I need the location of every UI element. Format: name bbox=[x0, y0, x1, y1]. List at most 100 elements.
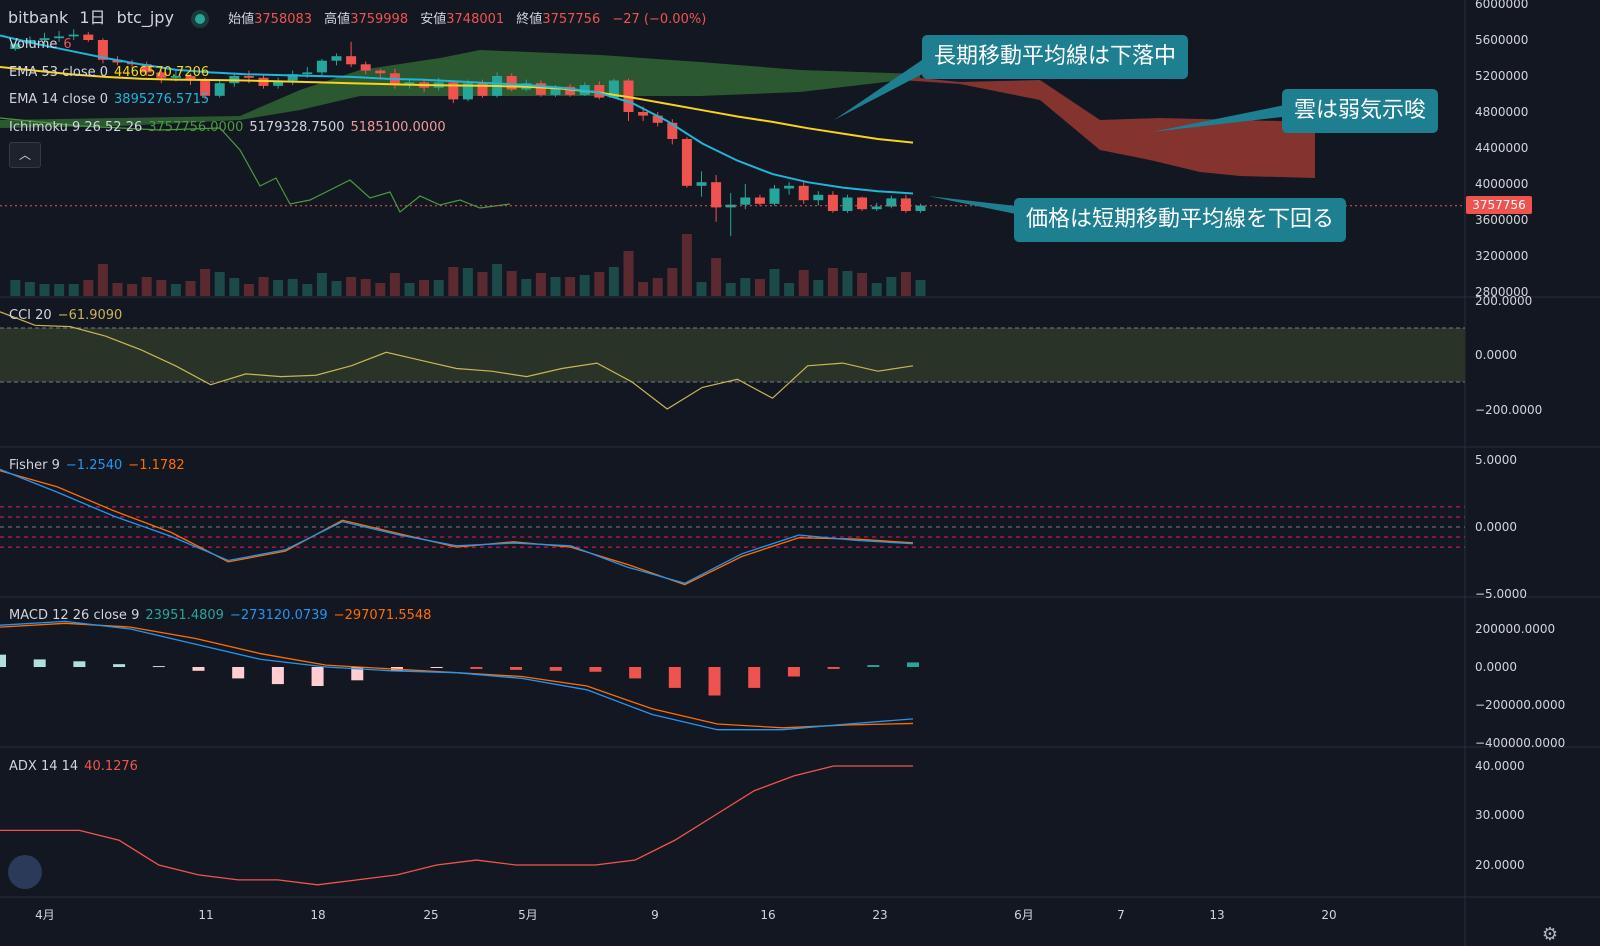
volume-bar bbox=[681, 234, 692, 296]
candle-body bbox=[638, 112, 649, 116]
candle-body bbox=[185, 76, 196, 81]
candle-body bbox=[170, 76, 181, 78]
price-tick-label: 3600000 bbox=[1475, 213, 1528, 227]
volume-bar bbox=[302, 284, 313, 296]
volume-bar bbox=[798, 270, 809, 296]
ema53-label: EMA 53 close 0 bbox=[9, 65, 109, 80]
volume-bar bbox=[243, 284, 254, 296]
ichimoku-legend[interactable]: Ichimoku 9 26 52 26 3757756.0000 5179328.7… bbox=[9, 120, 446, 135]
candle-body bbox=[10, 43, 21, 49]
time-tick-label: 13 bbox=[1209, 908, 1224, 922]
ichimoku-v2: 5179328.7500 bbox=[249, 120, 345, 135]
macd-histogram-bar bbox=[867, 665, 880, 667]
symbol-label[interactable]: btc_jpy bbox=[116, 8, 174, 27]
volume-bar bbox=[68, 284, 79, 296]
candle-body bbox=[886, 198, 897, 207]
time-tick-label: 25 bbox=[423, 908, 438, 922]
candle-body bbox=[448, 82, 459, 100]
price-tick-label: 5200000 bbox=[1475, 69, 1528, 83]
volume-bar bbox=[813, 280, 824, 296]
candle-body bbox=[565, 86, 576, 95]
volume-bar bbox=[10, 280, 21, 296]
volume-bar bbox=[185, 281, 196, 296]
close-label: 終値 bbox=[516, 12, 543, 27]
time-tick-label: 16 bbox=[760, 908, 775, 922]
price-tick-label: 4000000 bbox=[1475, 177, 1528, 191]
ema53-legend[interactable]: EMA 53 close 0 4466570.7206 bbox=[9, 65, 209, 80]
high-label: 高値 bbox=[324, 12, 351, 27]
volume-bar bbox=[857, 273, 868, 296]
macd-histogram-bar bbox=[113, 664, 126, 667]
time-tick-label: 20 bbox=[1321, 908, 1336, 922]
macd-histogram-bar bbox=[232, 667, 245, 679]
macd-histogram-bar bbox=[470, 667, 483, 669]
ichimoku-cloud-bullish bbox=[0, 50, 920, 128]
candle-body bbox=[375, 70, 386, 74]
candle-body bbox=[156, 72, 167, 78]
volume-bar bbox=[871, 283, 882, 296]
callout-price: 価格は短期移動平均線を下回る bbox=[1014, 198, 1347, 242]
adx-tick-label: 40.0000 bbox=[1475, 759, 1525, 773]
candle-body bbox=[83, 34, 94, 40]
macd-histogram-bar bbox=[311, 667, 324, 686]
fisher-tick-label: 0.0000 bbox=[1475, 520, 1517, 534]
low-label: 安値 bbox=[420, 12, 447, 27]
ema14-value: 3895276.5715 bbox=[114, 92, 210, 107]
cci-tick-label: 200.0000 bbox=[1475, 294, 1532, 308]
candle-body bbox=[842, 197, 853, 211]
ichimoku-v1: 3757756.0000 bbox=[148, 120, 244, 135]
candle-body bbox=[594, 85, 605, 98]
volume-bar bbox=[287, 279, 298, 296]
cci-line bbox=[0, 311, 914, 410]
macd-histogram-bar bbox=[708, 667, 721, 696]
volume-bar bbox=[360, 279, 371, 296]
macd-histogram-bar bbox=[271, 667, 284, 685]
candle-body bbox=[857, 197, 868, 210]
fisher-tick-label: −5.0000 bbox=[1475, 587, 1527, 601]
volume-bar bbox=[127, 284, 138, 296]
candle-body bbox=[754, 197, 765, 204]
chikou-span-line bbox=[0, 117, 511, 213]
last-price-tag: 3757756 bbox=[1466, 196, 1532, 214]
volume-bar bbox=[608, 267, 619, 296]
volume-bar bbox=[652, 278, 663, 296]
cci-tick-label: −200.0000 bbox=[1475, 403, 1542, 417]
candle-body bbox=[667, 122, 678, 139]
volume-bar bbox=[477, 272, 488, 296]
candle-body bbox=[273, 80, 284, 86]
tradingview-logo-icon[interactable] bbox=[8, 855, 42, 889]
time-tick-label: 9 bbox=[651, 908, 659, 922]
market-status-icon bbox=[195, 13, 206, 24]
candle-body bbox=[287, 74, 298, 81]
volume-legend[interactable]: Volume 6 bbox=[9, 37, 72, 52]
fisher-v2: −1.1782 bbox=[128, 458, 185, 473]
volume-bar bbox=[419, 280, 430, 296]
macd-signal-line bbox=[0, 622, 914, 729]
adx-legend[interactable]: ADX 14 14 40.1276 bbox=[9, 759, 138, 774]
ema14-legend[interactable]: EMA 14 close 0 3895276.5715 bbox=[9, 92, 209, 107]
volume-bar bbox=[565, 277, 576, 296]
callout-long-ma: 長期移動平均線は下落中 bbox=[922, 35, 1189, 79]
volume-bar bbox=[316, 273, 327, 296]
volume-bar bbox=[827, 268, 838, 296]
candle-body bbox=[214, 83, 225, 96]
macd-legend[interactable]: MACD 12 26 close 9 23951.4809 −273120.0739… bbox=[9, 608, 431, 623]
fisher-legend[interactable]: Fisher 9 −1.2540 −1.1782 bbox=[9, 458, 185, 473]
candle-body bbox=[462, 83, 473, 100]
candle-body bbox=[827, 194, 838, 211]
volume-label: Volume bbox=[9, 37, 58, 52]
cci-legend[interactable]: CCI 20 −61.9090 bbox=[9, 308, 122, 323]
price-tick-label: 5600000 bbox=[1475, 33, 1528, 47]
macd-histogram-bar bbox=[33, 659, 46, 667]
candle-body bbox=[871, 206, 882, 210]
volume-bar bbox=[492, 264, 503, 296]
collapse-legend-button[interactable]: ︿ bbox=[9, 142, 41, 168]
macd-histogram-bar bbox=[152, 666, 165, 668]
fisher-line bbox=[0, 468, 914, 584]
gear-icon[interactable]: ⚙ bbox=[1541, 924, 1558, 945]
volume-bar bbox=[638, 282, 649, 296]
price-tick-label: 2800000 bbox=[1475, 285, 1528, 299]
candle-body bbox=[404, 82, 415, 85]
interval-label[interactable]: 1日 bbox=[79, 8, 106, 27]
